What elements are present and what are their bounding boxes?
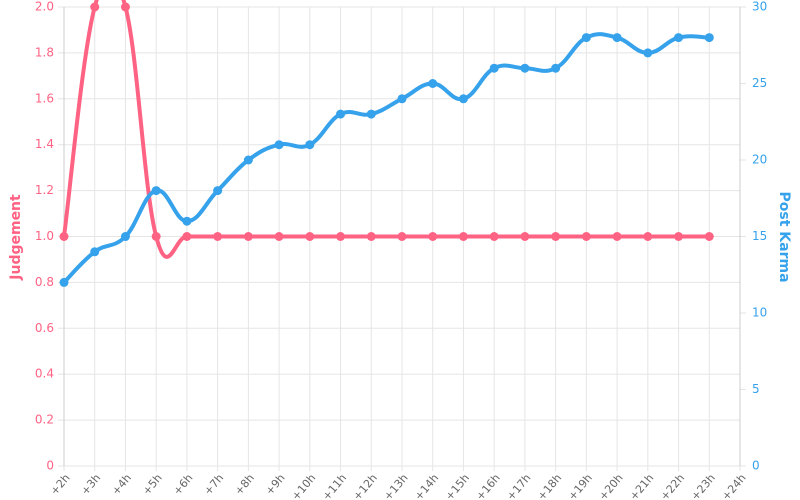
point — [520, 63, 530, 73]
x-tick-label: +4h — [109, 471, 134, 497]
x-tick-label: +10h — [289, 471, 318, 500]
series-line — [62, 32, 710, 284]
y2-tick-label: 25 — [752, 76, 767, 90]
point — [581, 232, 591, 241]
x-tick-label: +2h — [48, 471, 73, 497]
point — [704, 232, 714, 241]
point — [704, 33, 714, 43]
y-tick-label: 0.4 — [35, 367, 54, 381]
x-tick-label: +22h — [658, 471, 687, 500]
x-tick-label: +19h — [566, 471, 595, 500]
x-tick-label: +5h — [140, 471, 165, 497]
y-tick-label: 0.8 — [35, 275, 54, 289]
point — [458, 94, 468, 104]
x-tick-label: +12h — [351, 471, 380, 500]
x-tick-label: +6h — [171, 471, 196, 497]
point — [551, 63, 561, 73]
x-tick-label: +18h — [535, 471, 564, 500]
x-tick-label: +7h — [201, 471, 226, 497]
point — [243, 155, 253, 165]
x-tick-label: +21h — [627, 471, 656, 500]
x-tick-label: +15h — [443, 471, 472, 500]
x-tick-label: +3h — [78, 471, 103, 497]
point — [182, 232, 192, 241]
y2-tick-label: 5 — [752, 382, 760, 396]
y2-tick-label: 0 — [752, 459, 760, 473]
y-tick-label: 1.2 — [35, 183, 54, 197]
x-tick-label: +20h — [596, 471, 625, 500]
y-tick-label: 2.0 — [35, 0, 54, 14]
y-tick-label: 1.6 — [35, 91, 54, 105]
point — [305, 140, 315, 150]
point — [90, 2, 100, 12]
y-tick-label: 0 — [46, 459, 54, 473]
point — [120, 232, 130, 241]
point — [612, 33, 622, 43]
point — [551, 232, 561, 241]
x-tick-label: +14h — [412, 471, 441, 500]
point — [243, 232, 253, 241]
point — [151, 186, 161, 196]
y-tick-label: 0.6 — [35, 321, 54, 335]
point — [151, 232, 161, 241]
point — [336, 232, 346, 241]
y-axis-title: Judgement — [8, 194, 24, 281]
point — [366, 109, 376, 119]
point — [274, 232, 284, 241]
point — [520, 232, 530, 241]
y2-tick-label: 20 — [752, 153, 767, 167]
point — [336, 109, 346, 119]
point — [59, 277, 69, 287]
point — [213, 232, 223, 241]
point — [674, 232, 684, 241]
y2-tick-label: 10 — [752, 306, 767, 320]
point — [213, 186, 223, 196]
point — [90, 247, 100, 257]
point — [274, 140, 284, 150]
x-tick-label: +24h — [719, 471, 748, 500]
y-tick-label: 0.2 — [35, 413, 54, 427]
point — [120, 2, 130, 12]
point — [397, 232, 407, 241]
point — [59, 232, 69, 241]
x-tick-label: +23h — [689, 471, 718, 500]
point — [182, 216, 192, 226]
point — [397, 94, 407, 104]
point — [643, 48, 653, 58]
x-tick-label: +11h — [320, 471, 349, 500]
x-tick-label: +8h — [232, 471, 257, 497]
point — [489, 232, 499, 241]
point — [428, 79, 438, 88]
y2-axis-title: Post Karma — [776, 191, 792, 282]
y-tick-label: 1.4 — [35, 137, 54, 151]
y-tick-label: 1.0 — [35, 229, 54, 243]
y2-tick-label: 15 — [752, 229, 767, 243]
point — [305, 232, 315, 241]
x-tick-label: +17h — [504, 471, 533, 500]
point — [612, 232, 622, 241]
point — [458, 232, 468, 241]
x-tick-label: +9h — [263, 471, 288, 497]
x-tick-label: +16h — [473, 471, 502, 500]
point — [581, 33, 591, 43]
point — [643, 232, 653, 241]
y-tick-label: 1.8 — [35, 45, 54, 59]
y2-tick-label: 30 — [752, 0, 767, 14]
x-tick-label: +13h — [381, 471, 410, 500]
point — [489, 63, 499, 73]
point — [428, 232, 438, 241]
point — [674, 33, 684, 43]
point — [366, 232, 376, 241]
series-line — [62, 0, 710, 259]
